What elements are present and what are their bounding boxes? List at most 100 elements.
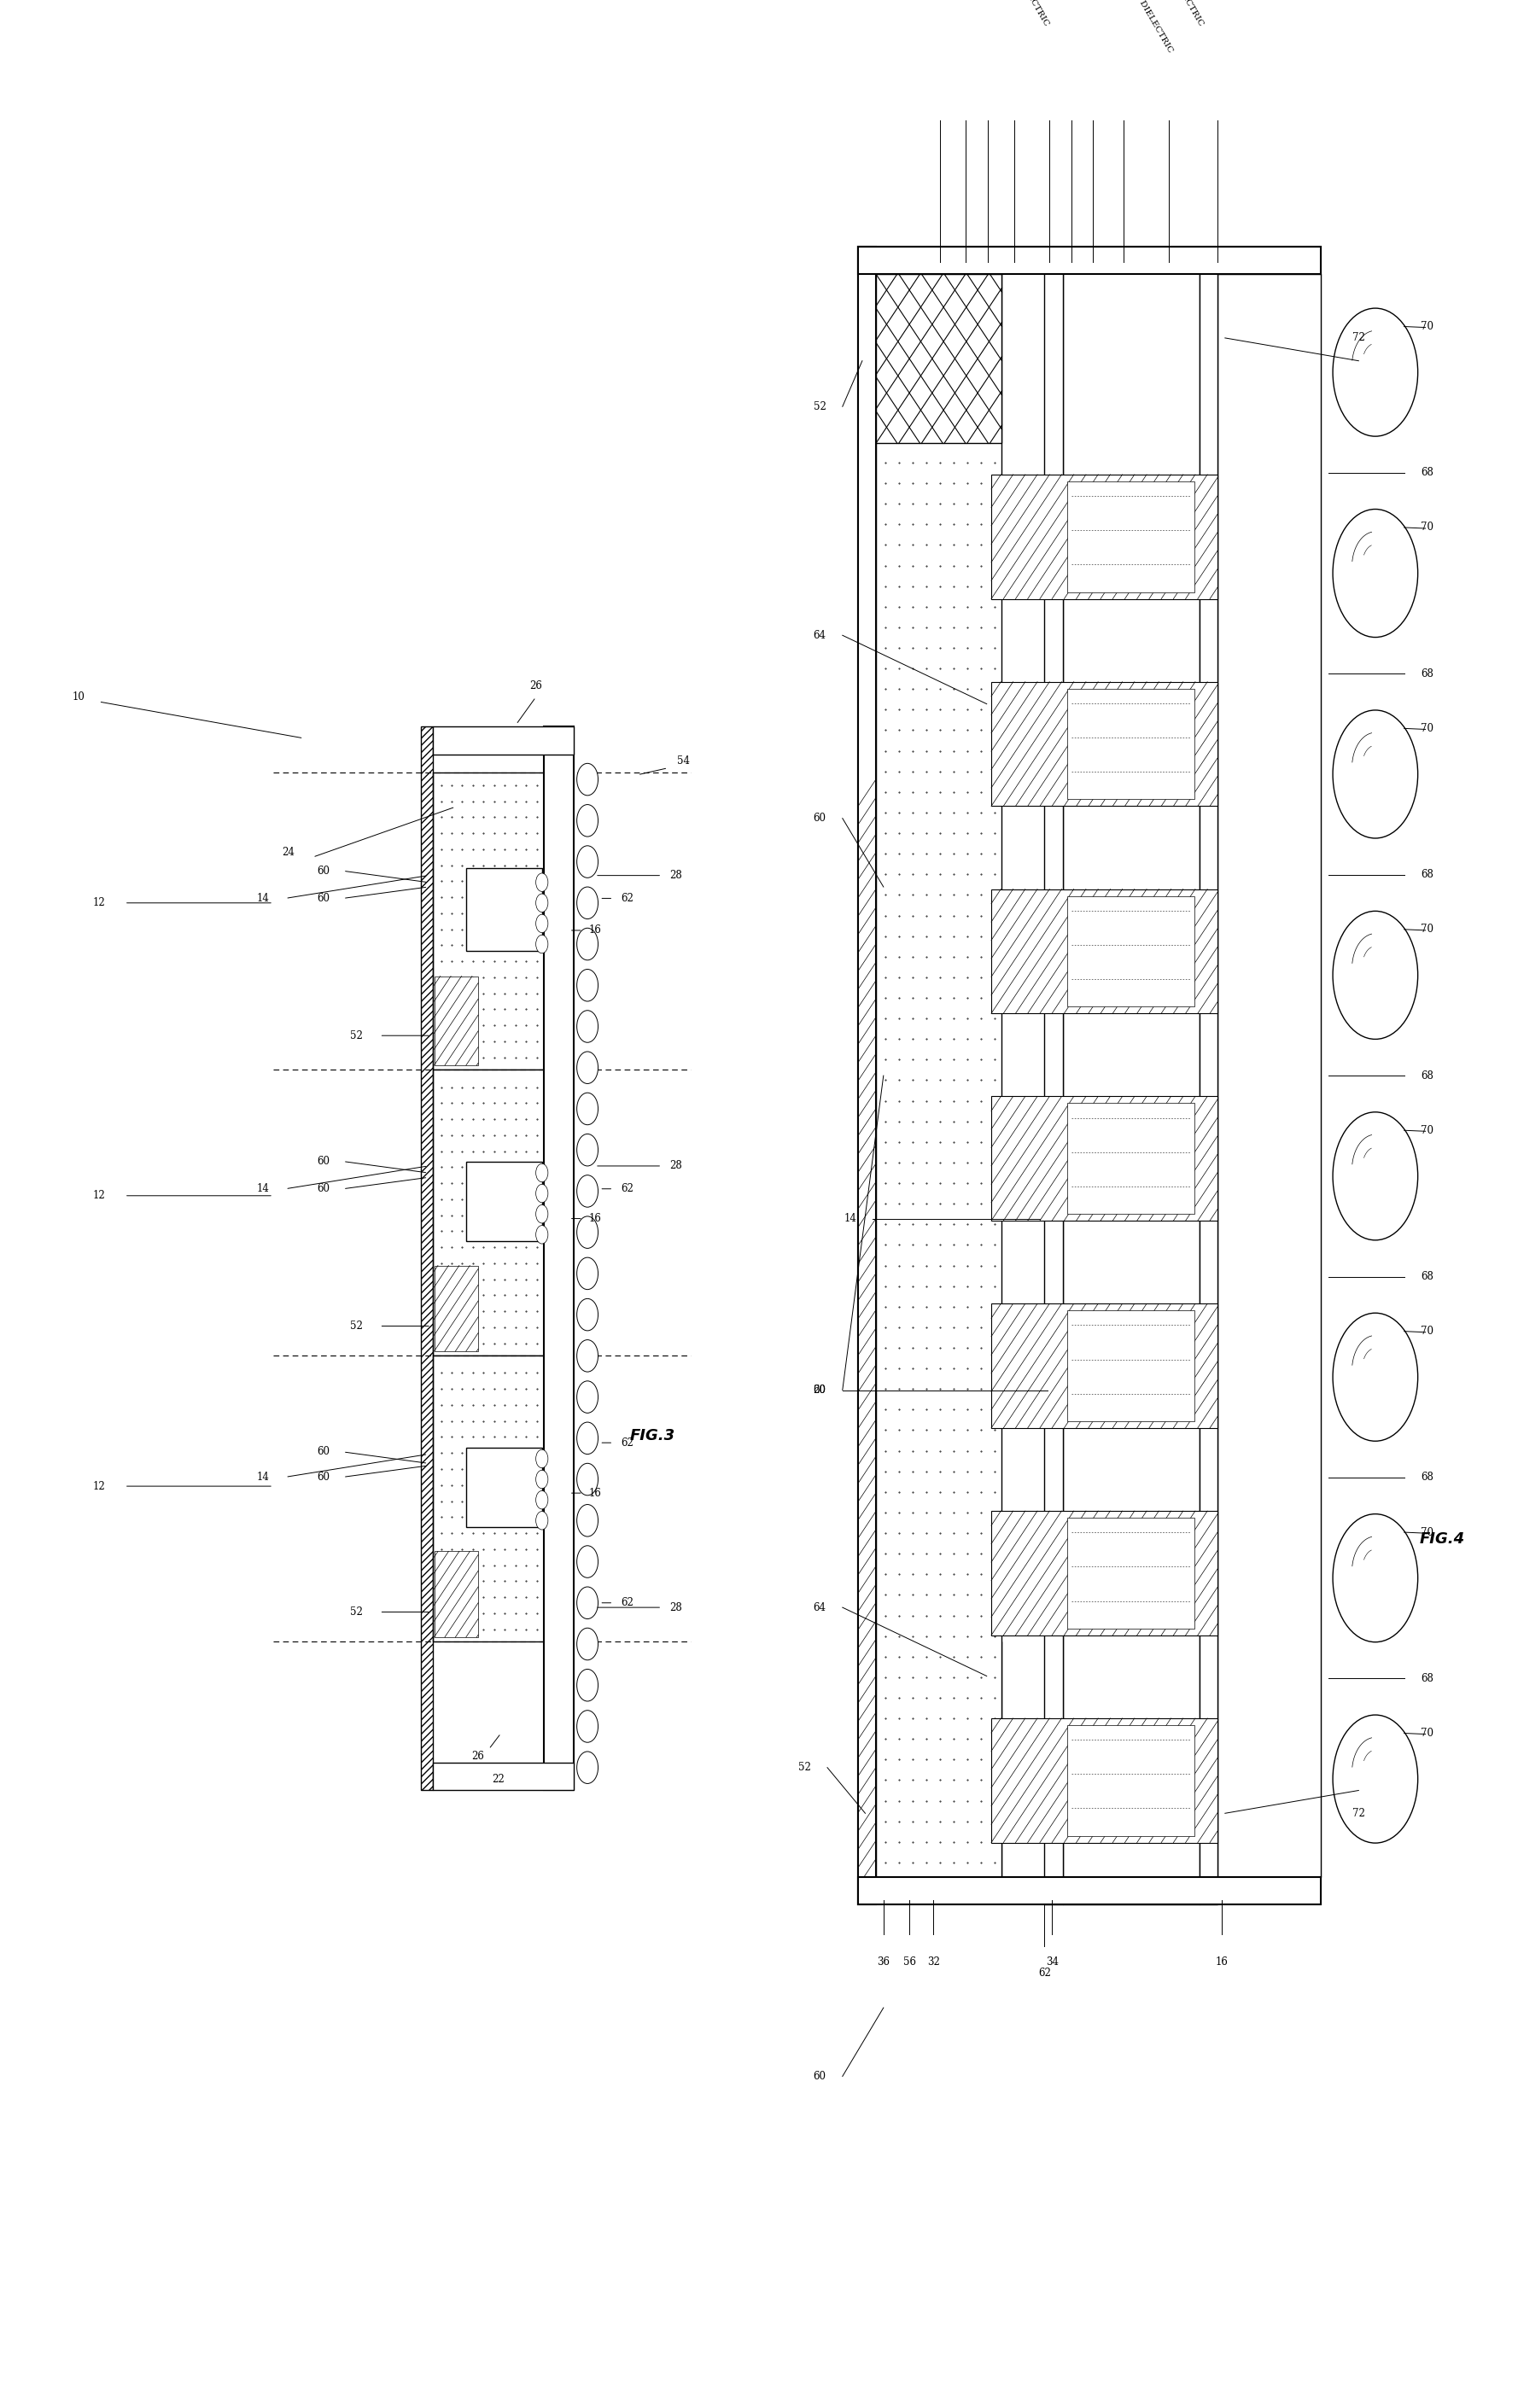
Text: 14: 14 bbox=[257, 893, 269, 903]
Circle shape bbox=[577, 763, 598, 795]
Text: 54: 54 bbox=[677, 756, 689, 766]
Bar bbox=[434, 975, 478, 1064]
Circle shape bbox=[577, 845, 598, 879]
Bar bbox=[858, 246, 1321, 275]
Text: 12: 12 bbox=[93, 1481, 105, 1491]
Bar bbox=[466, 1161, 542, 1243]
Circle shape bbox=[1333, 508, 1418, 638]
Text: 62: 62 bbox=[621, 893, 633, 903]
Text: 52: 52 bbox=[814, 402, 826, 412]
Bar bbox=[991, 1719, 1217, 1842]
Circle shape bbox=[577, 1464, 598, 1495]
Circle shape bbox=[536, 1185, 548, 1202]
Circle shape bbox=[1333, 1515, 1418, 1642]
Text: 60: 60 bbox=[814, 814, 826, 824]
Text: 60: 60 bbox=[317, 1471, 329, 1483]
Bar bbox=[433, 1763, 574, 1792]
Text: 16: 16 bbox=[589, 1488, 601, 1498]
Bar bbox=[420, 727, 433, 1792]
Circle shape bbox=[577, 1423, 598, 1454]
Circle shape bbox=[1333, 1312, 1418, 1440]
Circle shape bbox=[577, 1175, 598, 1206]
Bar bbox=[1067, 689, 1195, 799]
Text: 52: 52 bbox=[351, 1320, 363, 1332]
Text: 12: 12 bbox=[93, 898, 105, 908]
Text: FIG.4: FIG.4 bbox=[1419, 1531, 1465, 1546]
Circle shape bbox=[536, 1491, 548, 1510]
Circle shape bbox=[577, 1710, 598, 1743]
Bar bbox=[1067, 1517, 1195, 1628]
Text: FIG.3: FIG.3 bbox=[630, 1428, 676, 1442]
Bar bbox=[1044, 246, 1063, 1905]
Text: 68: 68 bbox=[1421, 869, 1433, 881]
Text: 60: 60 bbox=[317, 1156, 329, 1168]
Bar bbox=[991, 1510, 1217, 1635]
Bar bbox=[434, 1267, 478, 1351]
Text: 56: 56 bbox=[903, 1955, 915, 1967]
Text: 70: 70 bbox=[1421, 320, 1433, 332]
Text: 60: 60 bbox=[317, 864, 329, 877]
Text: 60: 60 bbox=[317, 1182, 329, 1194]
Bar bbox=[991, 474, 1217, 600]
Bar bbox=[1067, 1724, 1195, 1835]
Bar bbox=[991, 1303, 1217, 1428]
Text: 62: 62 bbox=[621, 1182, 633, 1194]
Text: 60: 60 bbox=[317, 1447, 329, 1457]
Bar bbox=[1217, 275, 1321, 1878]
Circle shape bbox=[536, 1471, 548, 1488]
Text: 52: 52 bbox=[351, 1031, 363, 1040]
Circle shape bbox=[536, 874, 548, 891]
Circle shape bbox=[536, 1450, 548, 1469]
Text: 52: 52 bbox=[351, 1606, 363, 1618]
Text: 20: 20 bbox=[814, 1385, 826, 1397]
Bar bbox=[433, 1356, 546, 1642]
Text: 24: 24 bbox=[282, 848, 294, 857]
Text: DIELECTRIC: DIELECTRIC bbox=[1014, 0, 1050, 26]
Circle shape bbox=[577, 927, 598, 961]
Bar bbox=[466, 1447, 542, 1527]
Text: 68: 68 bbox=[1421, 1674, 1433, 1683]
Bar bbox=[434, 1551, 478, 1637]
Text: 70: 70 bbox=[1421, 1125, 1433, 1137]
Bar bbox=[466, 867, 542, 951]
Circle shape bbox=[577, 1380, 598, 1413]
Circle shape bbox=[1333, 308, 1418, 436]
Text: 26: 26 bbox=[472, 1751, 484, 1763]
Circle shape bbox=[577, 1751, 598, 1784]
Circle shape bbox=[577, 1628, 598, 1659]
Text: 34: 34 bbox=[1046, 1955, 1058, 1967]
Circle shape bbox=[577, 970, 598, 1002]
Bar bbox=[1199, 246, 1217, 1905]
Bar bbox=[1067, 896, 1195, 1007]
Text: 16: 16 bbox=[589, 1214, 601, 1223]
Text: 22: 22 bbox=[492, 1772, 504, 1784]
Circle shape bbox=[577, 1298, 598, 1332]
Circle shape bbox=[577, 1587, 598, 1618]
Bar bbox=[991, 889, 1217, 1014]
Bar bbox=[543, 727, 574, 1792]
Text: 72: 72 bbox=[1353, 1808, 1365, 1818]
Circle shape bbox=[577, 886, 598, 920]
Circle shape bbox=[536, 893, 548, 913]
Text: 60: 60 bbox=[317, 893, 329, 903]
Bar bbox=[858, 246, 876, 1905]
Circle shape bbox=[1333, 1714, 1418, 1842]
Circle shape bbox=[577, 1505, 598, 1536]
Bar bbox=[991, 681, 1217, 807]
Bar bbox=[858, 246, 1321, 1905]
Circle shape bbox=[536, 1226, 548, 1245]
Circle shape bbox=[536, 915, 548, 932]
Text: 68: 68 bbox=[1421, 1471, 1433, 1483]
Circle shape bbox=[577, 1216, 598, 1247]
Text: 52: 52 bbox=[798, 1763, 811, 1772]
Text: 64: 64 bbox=[814, 1601, 826, 1613]
Text: 70: 70 bbox=[1421, 1527, 1433, 1539]
Text: 60: 60 bbox=[814, 1385, 826, 1397]
Circle shape bbox=[1333, 910, 1418, 1040]
Circle shape bbox=[536, 1163, 548, 1182]
Text: 16: 16 bbox=[589, 925, 601, 937]
Text: 28: 28 bbox=[669, 1161, 682, 1173]
Circle shape bbox=[536, 1512, 548, 1529]
Circle shape bbox=[536, 1204, 548, 1223]
Text: 72: 72 bbox=[1353, 332, 1365, 344]
